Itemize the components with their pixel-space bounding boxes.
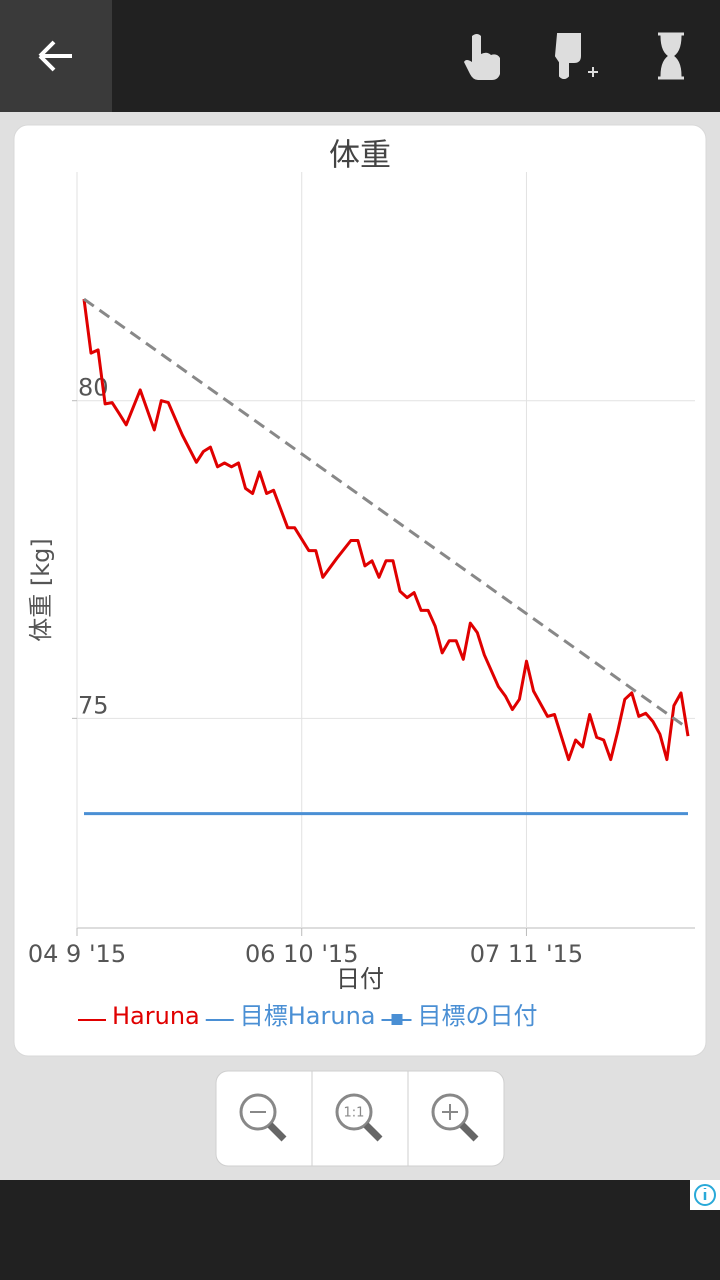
x-tick-label: 06 10 '15 [245,940,358,968]
trend-line [83,297,689,730]
zoom-out-button[interactable] [239,1093,287,1142]
x-axis-title: 日付 [336,965,384,993]
zoom-in-button[interactable] [431,1093,479,1142]
back-arrow [38,40,72,72]
series-line [82,298,690,762]
touch-icon[interactable] [464,34,500,80]
legend-label: 目標の日付 [418,1002,538,1030]
y-axis-title: 体重 [kg] [27,538,55,642]
add-touch-icon[interactable] [554,33,598,79]
x-tick-label: 07 11 '15 [470,940,583,968]
zoom-reset-label: 1:1 [344,1106,365,1121]
zoom-controls [215,1070,505,1167]
legend-label: Haruna [112,1002,200,1030]
legend-marker [391,1014,403,1025]
legend-label: 目標Haruna [240,1002,376,1030]
zoom-reset-button[interactable]: 1:1 [335,1093,383,1142]
chart-card [13,124,707,1057]
ad-banner[interactable] [0,1180,720,1280]
hourglass-icon[interactable] [658,32,684,80]
x-tick-label: 04 9 '15 [28,940,126,968]
y-tick-label: 75 [78,691,109,719]
chart-title: 体重 [329,138,391,174]
ad-info-icon [694,1184,716,1206]
toolbar [0,0,720,112]
